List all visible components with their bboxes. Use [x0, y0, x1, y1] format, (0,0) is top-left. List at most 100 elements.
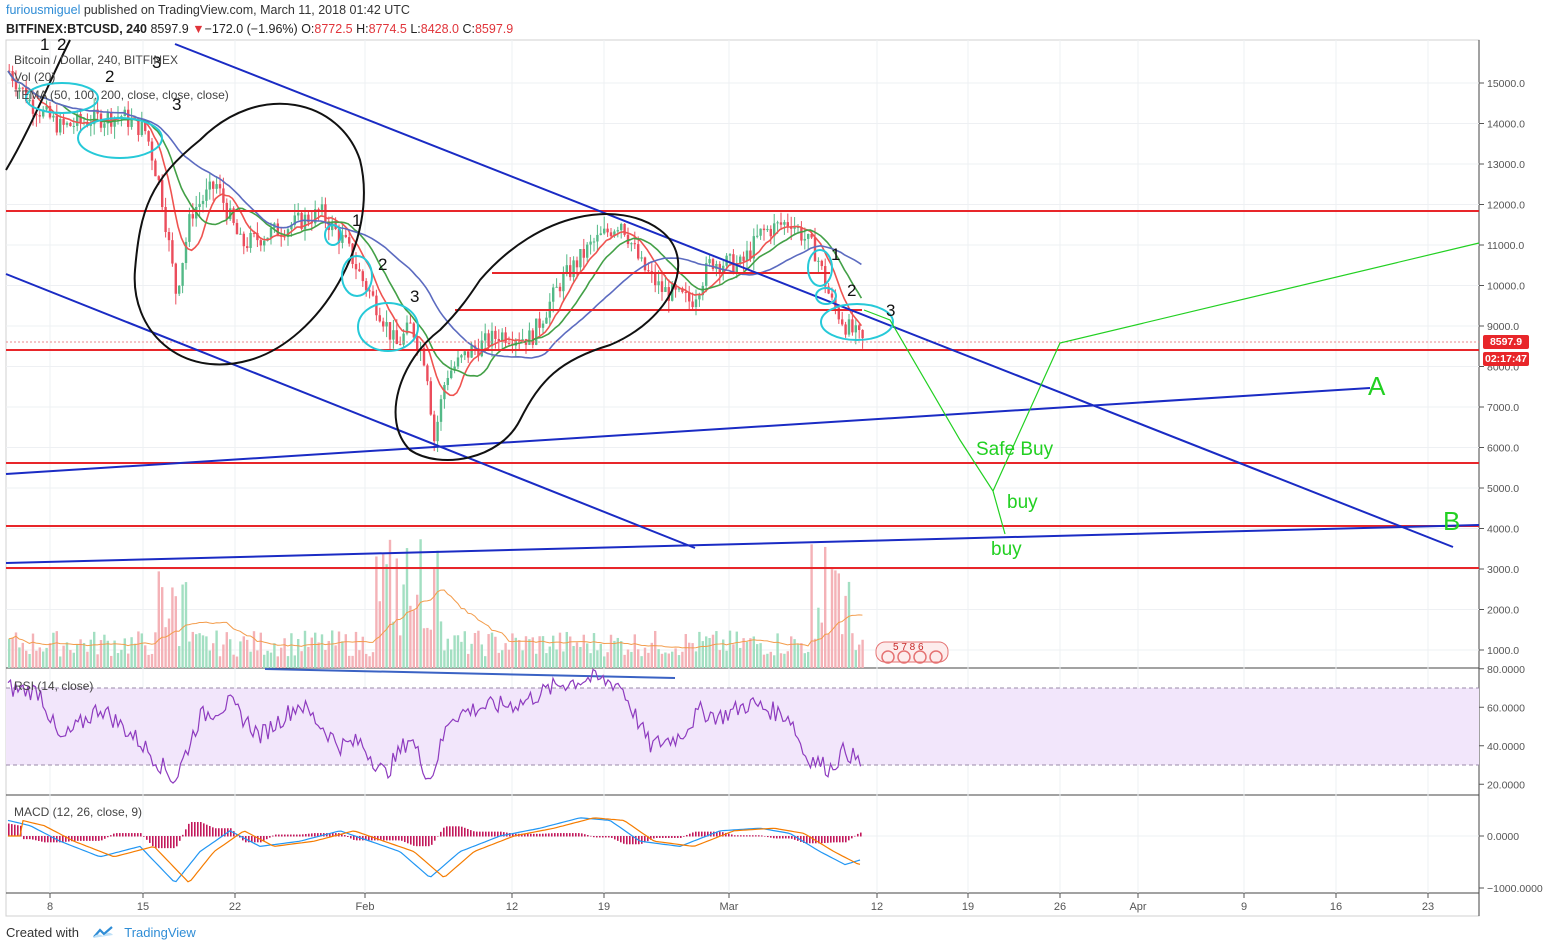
- candle-body: [745, 250, 749, 262]
- macd-histogram-bar: [446, 826, 448, 837]
- candle-body: [433, 414, 436, 442]
- candle-body: [487, 333, 490, 347]
- volume-bar: [229, 639, 232, 668]
- volume-bar: [137, 631, 140, 668]
- volume-bar: [640, 656, 643, 668]
- macd-histogram-bar: [614, 836, 616, 840]
- macd-histogram-bar: [383, 836, 385, 841]
- candle-body: [592, 241, 596, 243]
- candle-body: [613, 231, 616, 237]
- volume-bar: [769, 651, 772, 668]
- volume-bar: [239, 641, 242, 668]
- macd-histogram-bar: [437, 836, 439, 837]
- volume-bar: [749, 638, 752, 668]
- macd-histogram-bar: [386, 836, 388, 841]
- author-link[interactable]: furiousmiguel: [6, 3, 81, 17]
- wave-circle: [25, 82, 99, 114]
- symbol-name[interactable]: BITFINEX:BTCUSD, 240: [6, 22, 147, 36]
- candle-body: [416, 337, 419, 350]
- macd-histogram-bar: [191, 822, 193, 837]
- macd-histogram-bar: [578, 833, 580, 837]
- price-axis-label: 9000.0: [1487, 321, 1519, 333]
- candle-body: [773, 223, 776, 237]
- volume-bar: [514, 637, 517, 668]
- low-label: L:: [410, 22, 421, 36]
- volume-bar: [531, 637, 534, 668]
- macd-histogram-bar: [320, 833, 322, 837]
- candle-body: [494, 330, 497, 339]
- candle-body: [705, 263, 708, 286]
- volume-bar: [609, 634, 613, 668]
- macd-histogram-bar: [32, 836, 34, 840]
- macd-histogram-bar: [779, 836, 781, 839]
- candle-body: [314, 209, 317, 224]
- candle-body: [35, 113, 38, 116]
- macd-histogram-bar: [686, 834, 688, 837]
- volume-bar: [565, 631, 568, 668]
- volume-bar: [671, 651, 674, 668]
- macd-histogram-bar: [665, 836, 667, 838]
- candle-body: [684, 292, 687, 294]
- macd-histogram-bar: [149, 836, 151, 843]
- candle-body: [562, 273, 565, 292]
- volume-bar: [144, 645, 147, 668]
- candle-body: [395, 330, 398, 345]
- macd-histogram-bar: [704, 831, 706, 837]
- macd-histogram-bar: [200, 822, 202, 837]
- candle-body: [715, 263, 718, 270]
- volume-bar: [810, 544, 813, 668]
- macd-histogram-bar: [377, 836, 379, 841]
- macd-histogram-bar: [509, 833, 511, 837]
- macd-histogram-bar: [557, 833, 559, 837]
- candle-body: [552, 287, 555, 302]
- macd-histogram-bar: [185, 829, 187, 837]
- macd-histogram-bar: [281, 834, 283, 837]
- macd-histogram-bar: [290, 834, 292, 837]
- macd-histogram-bar: [215, 828, 217, 837]
- candle-body: [52, 115, 55, 118]
- candle-body: [371, 291, 375, 296]
- tradingview-link[interactable]: TradingView: [124, 925, 196, 940]
- macd-histogram-bar: [350, 836, 352, 839]
- volume-bar: [606, 652, 609, 668]
- macd-histogram-bar: [221, 828, 223, 837]
- macd-histogram-bar: [449, 826, 451, 837]
- volume-bar: [351, 655, 354, 668]
- volume-ma-line: [8, 589, 863, 649]
- volume-bar: [388, 539, 392, 668]
- volume-bar: [324, 649, 327, 668]
- volume-bar: [419, 539, 422, 668]
- macd-histogram-bar: [599, 836, 601, 838]
- macd-histogram-bar: [719, 831, 721, 837]
- macd-histogram-bar: [101, 836, 103, 841]
- buy-label: buy: [1007, 492, 1038, 513]
- macd-histogram-bar: [773, 836, 775, 839]
- volume-bar: [164, 627, 167, 668]
- trendline: [264, 668, 676, 679]
- macd-histogram-bar: [470, 830, 472, 837]
- macd-histogram-bar: [116, 833, 118, 837]
- macd-histogram-bar: [395, 836, 397, 841]
- macd-histogram-bar: [128, 833, 130, 837]
- symbol-line: BITFINEX:BTCUSD, 240 8597.9 ▼−172.0 (−1.…: [6, 21, 513, 37]
- volume-bar: [320, 634, 324, 668]
- candle-body: [167, 232, 171, 241]
- macd-histogram-bar: [605, 836, 607, 838]
- volume-bar: [752, 636, 755, 668]
- macd-histogram-bar: [419, 836, 421, 847]
- macd-histogram-bar: [560, 833, 562, 837]
- candle-body: [388, 322, 392, 340]
- volume-bar: [18, 647, 21, 668]
- volume-bar: [569, 636, 572, 668]
- volume-bar: [487, 634, 490, 668]
- macd-histogram-bar: [95, 836, 97, 841]
- volume-bar: [52, 632, 55, 668]
- macd-histogram-bar: [224, 828, 226, 837]
- volume-bar: [246, 639, 249, 668]
- macd-histogram-bar: [404, 836, 406, 843]
- last-price-tag: 8597.9: [1483, 335, 1529, 349]
- candle-body: [59, 118, 62, 133]
- event-flag-icon: [929, 650, 943, 664]
- macd-histogram-bar: [197, 822, 199, 837]
